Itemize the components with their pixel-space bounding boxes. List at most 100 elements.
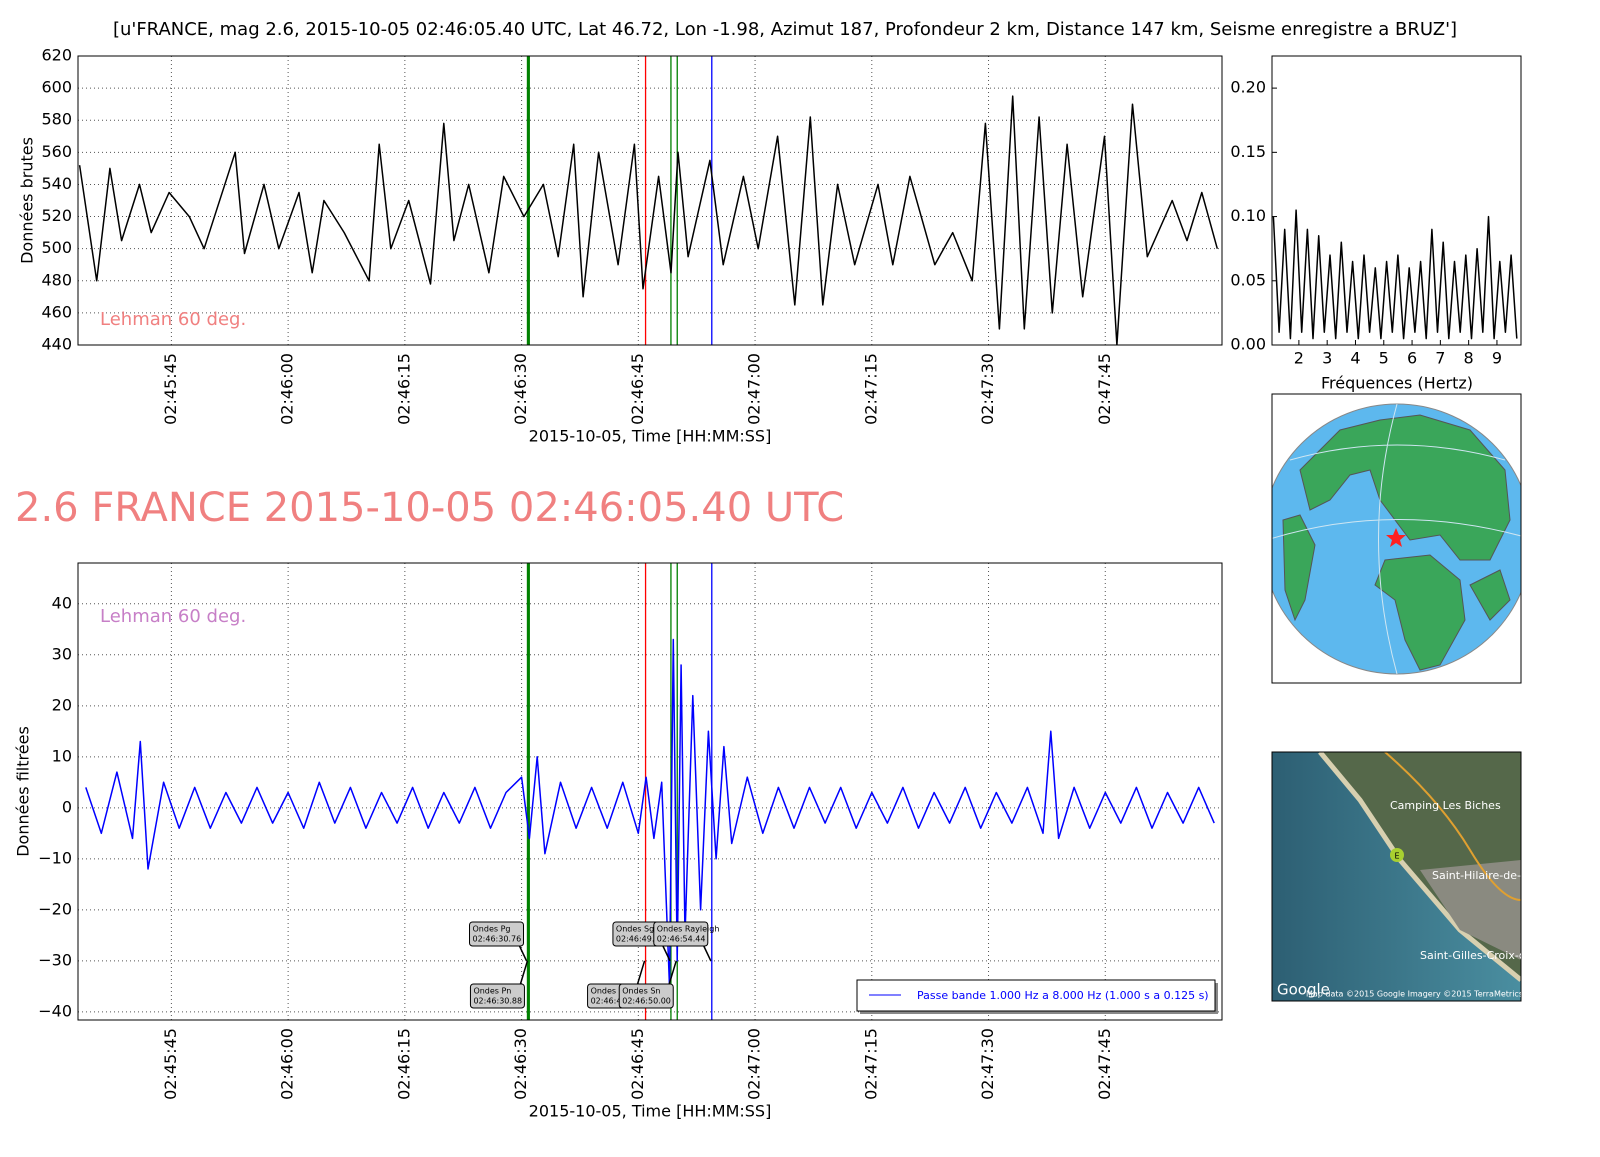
arrival-time: 02:46:54.44 — [657, 935, 706, 944]
x-tick-label: 4 — [1350, 349, 1360, 368]
y-tick-label: 30 — [52, 644, 72, 663]
x-tick-label: 02:46:30 — [511, 353, 530, 425]
y-tick-label: 480 — [41, 270, 72, 289]
x-tick-label: 9 — [1492, 349, 1502, 368]
arrival-name: Ondes Pn — [473, 987, 511, 996]
x-axis-label: Fréquences (Hertz) — [1321, 374, 1473, 393]
arrival-arrow — [519, 960, 529, 985]
y-tick-label: 540 — [41, 174, 72, 193]
arrival-arrow — [662, 945, 671, 962]
y-axis-label: Données filtrées — [14, 726, 33, 857]
satellite-map — [1272, 752, 1521, 1001]
map-label: Saint-Hilaire-de-Rie — [1432, 869, 1539, 882]
plot-frame — [77, 562, 1223, 1021]
y-tick-label: 20 — [52, 695, 72, 714]
y-tick-label: −20 — [38, 899, 72, 918]
map-label: Map data ©2015 Google Imagery ©2015 Terr… — [1306, 990, 1523, 999]
arrival-time: 02:46:45.93 — [591, 997, 640, 1006]
land — [1374, 554, 1466, 671]
y-tick-label: 600 — [41, 78, 72, 97]
x-tick-label: 3 — [1322, 349, 1332, 368]
plot-area — [1272, 56, 1521, 345]
map-sea — [1272, 752, 1521, 1001]
map-label: E — [1394, 852, 1399, 861]
x-tick-label: 02:47:00 — [745, 353, 764, 425]
y-tick-label: 520 — [41, 206, 72, 225]
y-axis-label: Données brutes — [18, 137, 37, 264]
x-tick-label: 02:47:15 — [861, 1028, 880, 1100]
x-tick-label: 02:46:00 — [278, 353, 297, 425]
map-pin — [1390, 848, 1404, 862]
x-tick-label: 8 — [1464, 349, 1474, 368]
x-tick-label: 02:45:45 — [161, 1028, 180, 1100]
arrival-time: 02:46:49.19 — [616, 935, 665, 944]
y-tick-label: 10 — [52, 746, 72, 765]
x-axis-label: 2015-10-05, Time [HH:MM:SS] — [529, 427, 772, 446]
globe — [1272, 394, 1521, 683]
legend-label: Passe bande 1.000 Hz a 8.000 Hz (1.000 s… — [917, 989, 1209, 1002]
y-tick-label: 460 — [41, 302, 72, 321]
x-tick-label: 02:46:30 — [511, 1028, 530, 1100]
graticule — [1272, 403, 1521, 675]
plot-area — [78, 563, 1222, 1020]
annotation: Lehman 60 deg. — [100, 606, 246, 627]
x-tick-label: 02:46:45 — [628, 1028, 647, 1100]
y-tick-label: 0.00 — [1230, 335, 1266, 354]
arrival-time: 02:46:30.76 — [473, 935, 522, 944]
arrival-name: Ondes Love — [591, 987, 638, 996]
data-line — [1272, 209, 1518, 340]
plot-frame — [77, 55, 1223, 346]
annotation: Lehman 60 deg. — [100, 309, 246, 330]
y-tick-label: 620 — [41, 46, 72, 65]
arrival-box — [618, 983, 674, 1009]
arrival-arrow — [668, 960, 677, 985]
epicenter-star — [1386, 528, 1406, 547]
arrival-box — [469, 921, 525, 947]
data-line — [78, 95, 1219, 345]
x-tick-label: 02:46:45 — [628, 353, 647, 425]
y-tick-label: 0 — [62, 797, 72, 816]
x-tick-label: 02:46:00 — [278, 1028, 297, 1100]
x-tick-label: 02:47:15 — [861, 353, 880, 425]
chart-title: 2.6 FRANCE 2015-10-05 02:46:05.40 UTC — [15, 485, 844, 531]
x-tick-label: 02:47:00 — [745, 1028, 764, 1100]
x-tick-label: 02:46:15 — [394, 1028, 413, 1100]
plot-area — [78, 56, 1222, 345]
arrival-name: Ondes Sg — [616, 925, 654, 934]
map-label: Google — [1277, 981, 1330, 999]
arrival-box — [469, 983, 525, 1009]
chart-title: [u'FRANCE, mag 2.6, 2015-10-05 02:46:05.… — [113, 19, 1457, 40]
arrival-name: Ondes Rayleigh — [657, 925, 720, 934]
x-tick-label: 5 — [1379, 349, 1389, 368]
map-label: Saint-Gilles-Croix-de — [1420, 949, 1533, 962]
arrival-box — [653, 921, 709, 947]
arrival-time: 02:46:50.00 — [622, 997, 671, 1006]
x-tick-label: 02:47:30 — [978, 1028, 997, 1100]
x-tick-label: 02:45:45 — [161, 353, 180, 425]
y-tick-label: −40 — [38, 1001, 72, 1020]
plot-content — [1272, 209, 1518, 340]
x-tick-label: 02:47:45 — [1095, 353, 1114, 425]
y-tick-label: 0.10 — [1230, 206, 1266, 225]
y-tick-label: 40 — [52, 593, 72, 612]
y-tick-label: −10 — [38, 848, 72, 867]
x-tick-label: 02:46:15 — [394, 353, 413, 425]
arrival-name: Ondes Sn — [622, 987, 660, 996]
x-tick-label: 7 — [1435, 349, 1445, 368]
arrival-arrow — [518, 945, 528, 962]
y-tick-label: 0.05 — [1230, 270, 1266, 289]
road — [1384, 752, 1521, 901]
legend-box — [856, 979, 1216, 1012]
x-tick-label: 2 — [1294, 349, 1304, 368]
land — [1282, 514, 1316, 622]
plot-content — [78, 56, 1219, 345]
x-tick-label: 6 — [1407, 349, 1417, 368]
y-tick-label: 0.15 — [1230, 142, 1266, 161]
y-tick-label: 0.20 — [1230, 78, 1266, 97]
arrival-arrow — [636, 960, 646, 985]
y-tick-label: −30 — [38, 950, 72, 969]
y-tick-label: 580 — [41, 110, 72, 129]
plot-frame — [1271, 55, 1522, 346]
globe-border — [1271, 393, 1522, 684]
